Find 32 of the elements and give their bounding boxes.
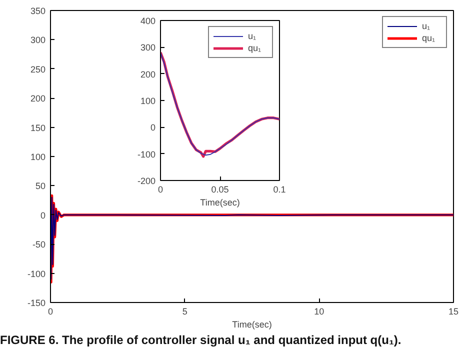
legend-label: qu₁: [422, 33, 436, 43]
y-tick-label: 300: [30, 35, 46, 46]
x-tick-label: 0.1: [273, 184, 286, 194]
x-tick-label: 0: [48, 306, 54, 316]
legend-label: qu₁: [248, 43, 262, 53]
y-tick-label: 150: [30, 122, 46, 133]
x-tick-label: 0.05: [211, 184, 229, 194]
y-tick-label: 100: [140, 96, 156, 106]
y-tick-label: 200: [30, 94, 46, 104]
y-tick-label: 100: [30, 152, 46, 162]
y-tick-label: 350: [30, 6, 46, 16]
y-tick-label: -200: [137, 176, 156, 186]
y-tick-label: 0: [150, 122, 156, 133]
x-axis-title: Time(sec): [232, 320, 272, 330]
y-tick-label: 50: [35, 181, 46, 192]
legend-label: u₁: [422, 21, 432, 31]
x-axis-title: Time(sec): [200, 198, 240, 208]
y-tick-label: 250: [30, 64, 46, 74]
legend-label: u₁: [248, 31, 258, 41]
y-tick-label: 400: [140, 16, 156, 26]
y-tick-label: 0: [40, 210, 46, 220]
y-tick-label: -100: [137, 149, 156, 160]
x-tick-label: 5: [182, 306, 188, 316]
y-tick-label: 200: [140, 69, 156, 80]
x-tick-label: 10: [314, 306, 324, 316]
x-tick-label: 15: [448, 306, 459, 316]
y-tick-label: -100: [27, 268, 46, 279]
caption: FIGURE 6. The profile of controller signal u₁ and quantized input q(u₁).: [0, 332, 402, 349]
y-tick-label: 300: [140, 42, 156, 53]
x-tick-label: 0: [158, 184, 164, 194]
y-tick-label: -50: [32, 240, 46, 250]
y-tick-label: -150: [27, 298, 46, 308]
